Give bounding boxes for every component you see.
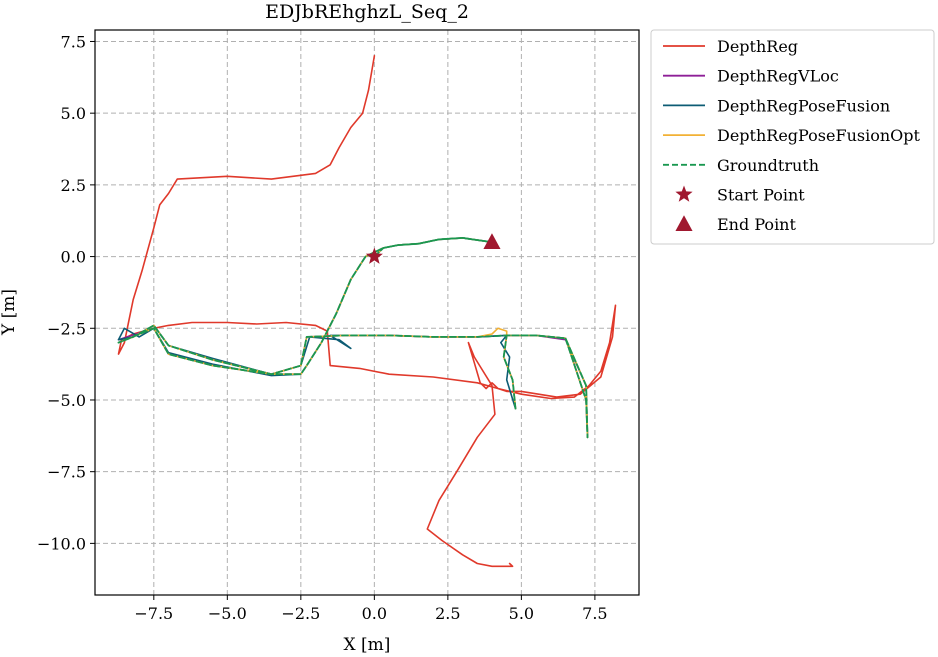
legend: DepthReg DepthRegVLoc DepthRegPoseFusion De… (650, 29, 935, 245)
series-line-depthregvloc (117, 237, 589, 439)
y-tick-label: −2.5 (47, 319, 86, 338)
legend-label: DepthRegPoseFusionOpt (717, 126, 920, 145)
series-line-depthregposefusionopt (117, 237, 589, 439)
x-axis-label: X [m] (344, 635, 391, 655)
start-point-marker (365, 247, 383, 264)
y-tick-label: 7.5 (61, 32, 86, 51)
x-tick-label: 5.0 (509, 604, 534, 623)
legend-label: DepthRegPoseFusion (717, 96, 890, 115)
plot-frame (94, 29, 640, 596)
x-tick-label: 7.5 (582, 604, 607, 623)
y-tick-label: 2.5 (61, 176, 86, 195)
legend-label: End Point (717, 215, 796, 234)
plot-series (117, 54, 617, 568)
axis-ticks: −7.5 −5.0 −2.5 0.0 2.5 5.0 7.5 7.5 5.0 2.5 0.0 −2.5… (37, 32, 608, 623)
legend-label: Groundtruth (717, 156, 819, 175)
legend-label: DepthRegVLoc (717, 67, 839, 86)
grid (95, 30, 639, 595)
x-tick-label: −7.5 (134, 604, 173, 623)
x-tick-label: 0.0 (362, 604, 387, 623)
legend-frame (650, 29, 935, 245)
legend-marker (675, 215, 693, 231)
plot-markers (365, 233, 501, 264)
y-tick-label: −7.5 (47, 463, 86, 482)
y-tick-label: −10.0 (37, 534, 86, 553)
legend-marker (675, 185, 693, 202)
series-line-depthreg (117, 54, 617, 568)
x-tick-label: −2.5 (281, 604, 320, 623)
x-tick-label: −5.0 (208, 604, 247, 623)
series-line-groundtruth (117, 236, 589, 439)
y-tick-label: −5.0 (47, 391, 86, 410)
legend-label: DepthReg (717, 37, 798, 56)
y-tick-label: 5.0 (61, 104, 86, 123)
end-point-marker (483, 233, 501, 249)
series-line-depthregposefusion (117, 237, 589, 439)
legend-label: Start Point (717, 186, 805, 205)
chart-title: EDJbREhghzL_Seq_2 (265, 1, 469, 23)
y-axis-label: Y [m] (0, 289, 19, 336)
y-tick-label: 0.0 (61, 248, 86, 267)
x-tick-label: 2.5 (435, 604, 460, 623)
